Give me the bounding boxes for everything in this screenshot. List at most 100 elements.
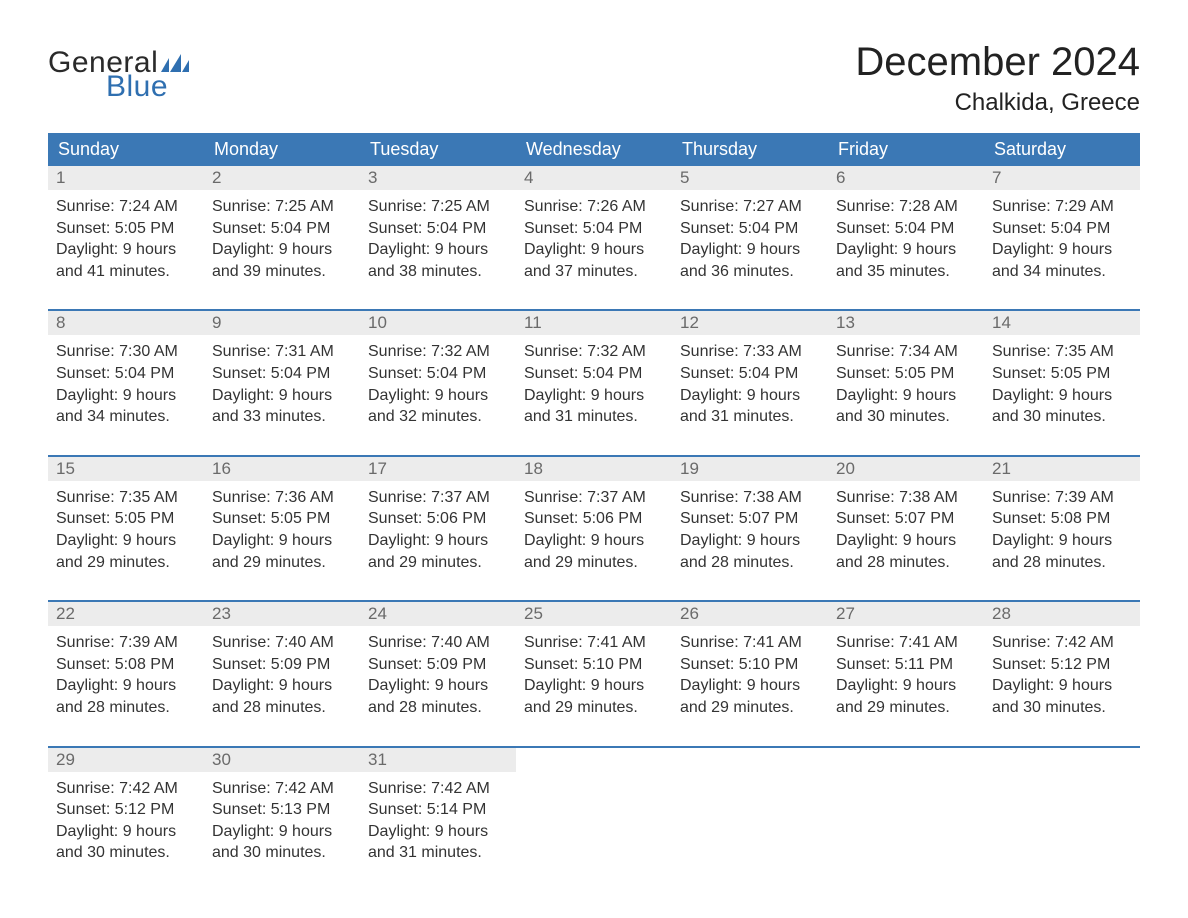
field-value: 5:04 PM — [427, 365, 487, 382]
field-label: Sunrise: — [524, 634, 587, 651]
day-data-cell: Sunrise: 7:35 AMSunset: 5:05 PMDaylight:… — [984, 335, 1140, 433]
day-data-cell: Sunrise: 7:28 AMSunset: 5:04 PMDaylight:… — [828, 190, 984, 288]
field-value: 7:33 AM — [743, 343, 802, 360]
field-label: Daylight: — [992, 677, 1059, 694]
day-data-row: Sunrise: 7:35 AMSunset: 5:05 PMDaylight:… — [48, 481, 1140, 579]
field-value: 5:09 PM — [427, 656, 487, 673]
field-label: Sunset: — [212, 365, 271, 382]
field-label: Sunset: — [680, 656, 739, 673]
day-data-cell: Sunrise: 7:32 AMSunset: 5:04 PMDaylight:… — [516, 335, 672, 433]
day-data-row: Sunrise: 7:24 AMSunset: 5:05 PMDaylight:… — [48, 190, 1140, 288]
day-data-cell: Sunrise: 7:25 AMSunset: 5:04 PMDaylight:… — [204, 190, 360, 288]
day-number-cell: 18 — [516, 456, 672, 481]
day-data-cell: Sunrise: 7:24 AMSunset: 5:05 PMDaylight:… — [48, 190, 204, 288]
week-separator — [48, 434, 1140, 456]
field-value: 7:24 AM — [119, 198, 178, 215]
day-number-cell: 24 — [360, 601, 516, 626]
field-label: Sunset: — [680, 220, 739, 237]
field-label: Sunset: — [680, 365, 739, 382]
day-data-cell: Sunrise: 7:36 AMSunset: 5:05 PMDaylight:… — [204, 481, 360, 579]
day-number-cell: 17 — [360, 456, 516, 481]
field-label: Daylight: — [212, 677, 279, 694]
week-separator — [48, 579, 1140, 601]
day-of-week-header: Tuesday — [360, 133, 516, 166]
day-data-row: Sunrise: 7:42 AMSunset: 5:12 PMDaylight:… — [48, 772, 1140, 870]
day-data-cell: Sunrise: 7:29 AMSunset: 5:04 PMDaylight:… — [984, 190, 1140, 288]
field-value: 7:35 AM — [1055, 343, 1114, 360]
field-label: Sunset: — [680, 510, 739, 527]
brand-logo: General Blue — [48, 48, 189, 102]
day-of-week-header: Monday — [204, 133, 360, 166]
field-value: 7:38 AM — [743, 489, 802, 506]
field-value: 5:05 PM — [895, 365, 955, 382]
day-number-cell: 11 — [516, 310, 672, 335]
field-label: Sunrise: — [680, 343, 743, 360]
day-number-cell: 9 — [204, 310, 360, 335]
field-label: Daylight: — [836, 677, 903, 694]
day-data-cell: Sunrise: 7:37 AMSunset: 5:06 PMDaylight:… — [516, 481, 672, 579]
field-label: Sunrise: — [680, 198, 743, 215]
field-value: 7:31 AM — [275, 343, 334, 360]
day-number-row: 1234567 — [48, 166, 1140, 190]
field-value: 7:42 AM — [119, 780, 178, 797]
field-value: 5:05 PM — [271, 510, 331, 527]
field-label: Sunrise: — [56, 198, 119, 215]
field-label: Sunset: — [212, 510, 271, 527]
field-value: 7:32 AM — [431, 343, 490, 360]
field-label: Daylight: — [212, 241, 279, 258]
field-label: Sunrise: — [524, 343, 587, 360]
field-label: Daylight: — [836, 532, 903, 549]
field-value: 5:14 PM — [427, 801, 487, 818]
field-label: Sunset: — [368, 510, 427, 527]
day-data-cell: Sunrise: 7:42 AMSunset: 5:12 PMDaylight:… — [984, 626, 1140, 724]
field-label: Sunset: — [368, 365, 427, 382]
day-number-row: 22232425262728 — [48, 601, 1140, 626]
day-number-cell — [516, 747, 672, 772]
field-label: Daylight: — [56, 532, 123, 549]
day-of-week-header: Friday — [828, 133, 984, 166]
field-label: Daylight: — [836, 241, 903, 258]
field-label: Sunset: — [368, 801, 427, 818]
field-label: Sunset: — [836, 365, 895, 382]
field-value: 7:36 AM — [275, 489, 334, 506]
field-label: Daylight: — [524, 532, 591, 549]
field-label: Daylight: — [524, 677, 591, 694]
field-label: Sunset: — [524, 510, 583, 527]
field-value: 7:42 AM — [275, 780, 334, 797]
field-value: 5:06 PM — [427, 510, 487, 527]
day-data-cell: Sunrise: 7:27 AMSunset: 5:04 PMDaylight:… — [672, 190, 828, 288]
field-label: Sunrise: — [368, 780, 431, 797]
day-data-cell: Sunrise: 7:26 AMSunset: 5:04 PMDaylight:… — [516, 190, 672, 288]
field-value: 5:11 PM — [895, 656, 953, 673]
field-label: Daylight: — [56, 823, 123, 840]
field-value: 7:29 AM — [1055, 198, 1114, 215]
day-of-week-header-row: SundayMondayTuesdayWednesdayThursdayFrid… — [48, 133, 1140, 166]
day-number-cell: 19 — [672, 456, 828, 481]
field-label: Daylight: — [368, 532, 435, 549]
day-number-row: 891011121314 — [48, 310, 1140, 335]
day-number-cell: 21 — [984, 456, 1140, 481]
field-label: Sunrise: — [680, 489, 743, 506]
field-value: 7:32 AM — [587, 343, 646, 360]
field-label: Sunset: — [992, 656, 1051, 673]
field-label: Sunset: — [524, 220, 583, 237]
day-number-cell: 6 — [828, 166, 984, 190]
day-number-cell: 16 — [204, 456, 360, 481]
field-value: 7:40 AM — [431, 634, 490, 651]
field-value: 5:07 PM — [739, 510, 799, 527]
field-label: Sunset: — [56, 656, 115, 673]
field-value: 5:10 PM — [739, 656, 799, 673]
day-number-cell: 3 — [360, 166, 516, 190]
day-number-cell: 8 — [48, 310, 204, 335]
field-label: Sunrise: — [368, 489, 431, 506]
day-number-cell: 22 — [48, 601, 204, 626]
field-label: Sunset: — [836, 510, 895, 527]
field-value: 5:05 PM — [1051, 365, 1111, 382]
day-data-cell: Sunrise: 7:35 AMSunset: 5:05 PMDaylight:… — [48, 481, 204, 579]
field-label: Sunset: — [836, 656, 895, 673]
field-label: Daylight: — [680, 677, 747, 694]
day-data-cell: Sunrise: 7:37 AMSunset: 5:06 PM Daylight:… — [360, 481, 516, 579]
field-label: Sunrise: — [212, 343, 275, 360]
day-number-cell: 20 — [828, 456, 984, 481]
field-value: 7:37 AM — [431, 489, 490, 506]
